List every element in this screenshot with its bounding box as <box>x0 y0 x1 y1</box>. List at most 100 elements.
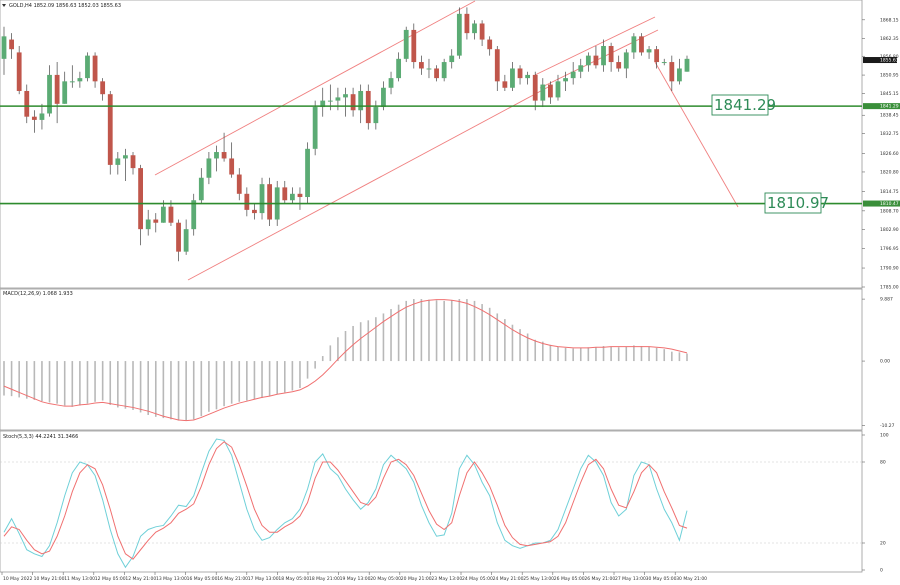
bear-candle <box>236 174 242 194</box>
time-axis: 10 May 2022 10 May 21:00 11 May 13:00 12 Ma… <box>1 572 707 582</box>
bull-candle <box>388 78 394 88</box>
time-axis-label: 12 May 21:00 <box>125 576 156 582</box>
channel-line[interactable] <box>187 84 553 281</box>
bear-candle <box>494 49 500 82</box>
bear-candle <box>107 94 113 165</box>
bear-candle <box>297 193 303 198</box>
bear-candle <box>168 206 174 223</box>
bull-candle <box>343 94 348 98</box>
bull-candle <box>145 219 151 230</box>
level-price-annotation-box[interactable] <box>764 192 822 214</box>
time-axis-label: 13 May 13:00 <box>156 576 187 582</box>
bear-candle <box>244 193 250 210</box>
bull-candle <box>312 107 318 149</box>
bull-candle <box>601 45 606 66</box>
bull-candle <box>510 68 515 88</box>
time-axis-label: 19 May 13:00 <box>340 576 371 582</box>
bear-candle <box>31 116 37 120</box>
bear-candle <box>548 84 553 98</box>
bull-candle <box>183 229 189 252</box>
bear-candle <box>479 23 485 40</box>
time-axis-label: 17 May 13:00 <box>248 576 279 582</box>
projection-arrow-line[interactable] <box>654 61 739 208</box>
bull-candle <box>623 52 629 69</box>
macd-pane-label: MACD(12,26,9) 1.068 1.933 <box>3 291 73 297</box>
channel-line[interactable] <box>534 16 656 76</box>
time-axis-label: 20 May 05:00 <box>370 576 401 582</box>
bull-candle <box>206 158 212 178</box>
price-axis-label: 1790.90 <box>880 266 899 272</box>
price-axis-label: 1826.60 <box>880 151 899 157</box>
bull-candle <box>585 55 591 66</box>
bull-candle <box>472 23 477 34</box>
price-axis-label: 1808.70 <box>880 208 899 214</box>
bull-candle <box>426 68 432 70</box>
bull-candle <box>77 78 83 82</box>
bull-candle <box>646 49 652 53</box>
bull-candle <box>570 71 576 79</box>
price-axis-label: 1832.75 <box>880 131 899 137</box>
time-axis-label: 10 May 2022 <box>3 576 32 582</box>
bull-candle <box>396 58 402 79</box>
bear-candle <box>502 81 508 88</box>
price-axis-label: 1820.80 <box>880 169 899 175</box>
bear-candle <box>267 184 273 220</box>
level-price-annotation-box[interactable] <box>711 94 769 116</box>
price-pane-label: GOLD,H4 1852.09 1856.63 1852.03 1855.63 <box>9 3 121 9</box>
bull-candle <box>525 74 531 79</box>
bear-candle <box>153 219 159 223</box>
bear-candle <box>221 152 227 159</box>
bull-candle <box>115 158 121 165</box>
time-axis-label: 30 May 21:00 <box>676 576 707 582</box>
bull-candle <box>123 155 128 159</box>
stoch-pane-frame <box>0 430 863 573</box>
bear-candle <box>411 29 417 63</box>
time-axis-label: 24 May 05:00 <box>462 576 493 582</box>
level-price-annotation: 1841.29 <box>714 96 776 114</box>
bear-candle <box>434 68 439 79</box>
level-price-annotation: 1810.97 <box>767 194 829 212</box>
bull-candle <box>85 55 90 79</box>
time-axis-label: 23 May 13:00 <box>431 576 462 582</box>
time-axis-label: 25 May 13:00 <box>523 576 554 582</box>
channel-line[interactable] <box>539 29 659 89</box>
macd-pane[interactable]: 9.887 0.00 -10.27 <box>0 288 895 431</box>
bull-candle <box>373 107 379 124</box>
bear-candle <box>608 45 614 63</box>
channel-line[interactable] <box>154 0 476 176</box>
stochastic-pane[interactable]: 100 80 20 0 <box>0 430 889 574</box>
bull-candle <box>449 55 455 63</box>
pane-menu-icon[interactable] <box>2 4 6 7</box>
time-axis-label: 30 May 05:00 <box>646 576 677 582</box>
bear-candle <box>138 168 143 230</box>
last-price-tag <box>863 57 897 64</box>
stoch-signal-line <box>3 441 688 560</box>
macd-pane-frame <box>0 288 863 431</box>
price-axis-label: 1802.90 <box>880 227 899 233</box>
price-pane[interactable]: 1868.15 1862.35 1856.80 1850.95 1845.15 1838.… <box>0 0 900 291</box>
bull-candle <box>456 13 462 56</box>
bull-candle <box>191 200 197 230</box>
time-axis-label: 16 May 05:00 <box>187 576 218 582</box>
bear-candle <box>350 94 356 111</box>
price-axis-label: 1785.00 <box>880 285 899 291</box>
bull-candle <box>403 29 409 59</box>
price-axis-label: 1850.95 <box>880 73 899 79</box>
level-axis-tag <box>863 200 900 207</box>
macd-axis-label: -10.27 <box>880 423 895 429</box>
macd-axis-label: 9.887 <box>880 297 893 303</box>
bull-candle <box>578 65 584 72</box>
price-axis-label: 1796.95 <box>880 246 899 252</box>
price-axis-label: 1814.75 <box>880 189 899 195</box>
last-price-tag-text: 1855.63 <box>880 58 899 64</box>
time-axis-label: 26 May 21:00 <box>584 576 615 582</box>
bull-candle <box>335 97 341 101</box>
time-axis-label: 24 May 21:00 <box>493 576 524 582</box>
bear-candle <box>639 36 644 53</box>
stoch-axis-label: 0 <box>880 568 883 574</box>
bear-candle <box>616 62 622 69</box>
bear-candle <box>487 39 493 50</box>
level-axis-tag-text: 1841.29 <box>880 104 899 110</box>
time-axis-label: 12 May 05:00 <box>95 576 126 582</box>
bull-candle <box>289 193 295 201</box>
